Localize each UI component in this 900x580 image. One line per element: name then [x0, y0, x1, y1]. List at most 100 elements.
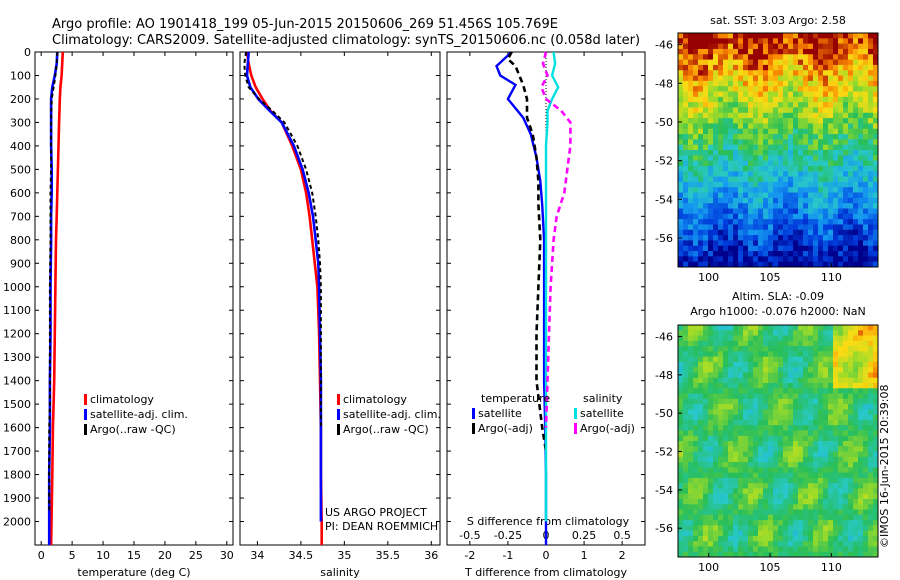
map-cell — [758, 535, 764, 542]
map-cell — [843, 33, 849, 39]
map-cell — [853, 219, 859, 225]
map-cell — [703, 541, 709, 547]
map-cell — [843, 245, 849, 252]
map-cell — [723, 483, 729, 489]
map-cell — [748, 261, 754, 268]
map-cell — [698, 165, 704, 172]
map-cell — [758, 430, 764, 437]
map-cell — [873, 75, 879, 82]
map-cell — [798, 467, 804, 474]
map-cell — [748, 86, 754, 92]
salinity-argo-line — [243, 51, 322, 428]
map-cell — [858, 160, 864, 167]
map-cell — [838, 330, 844, 337]
map-cell — [718, 435, 724, 442]
map-cell — [863, 493, 869, 500]
map-cell — [853, 86, 859, 92]
map-cell — [768, 139, 774, 146]
map-cell — [868, 112, 874, 119]
map-cell — [728, 383, 734, 389]
map-cell — [828, 462, 834, 468]
map-cell — [803, 551, 809, 558]
map-cell — [728, 176, 734, 183]
map-cell — [683, 451, 689, 458]
map-cell — [678, 123, 684, 130]
map-cell — [868, 456, 874, 463]
map-cell — [768, 351, 774, 358]
map-cell — [788, 404, 794, 410]
map-cell — [703, 430, 709, 437]
map-cell — [703, 325, 709, 331]
map-cell — [803, 477, 809, 484]
map-cell — [793, 419, 799, 426]
map-cell — [793, 451, 799, 458]
map-cell — [873, 203, 879, 209]
map-cell — [823, 165, 829, 172]
map-cell — [778, 419, 784, 426]
map-cell — [823, 128, 829, 135]
map-cell — [863, 488, 869, 495]
map-cell — [733, 213, 739, 220]
map-cell — [738, 372, 744, 379]
map-cell — [873, 256, 879, 263]
map-cell — [748, 33, 754, 39]
map-cell — [723, 514, 729, 521]
map-cell — [788, 351, 794, 358]
map-cell — [833, 203, 839, 209]
map-cell — [873, 171, 879, 178]
map-cell — [793, 235, 799, 241]
map-cell — [698, 404, 704, 410]
map-cell — [833, 144, 839, 151]
map-cell — [818, 96, 824, 103]
map-cell — [818, 48, 824, 55]
map-cell — [853, 472, 859, 479]
map-cell — [713, 91, 719, 98]
map-cell — [718, 483, 724, 489]
map-cell — [793, 128, 799, 135]
map-cell — [798, 165, 804, 172]
map-cell — [818, 351, 824, 358]
map-cell — [753, 235, 759, 241]
map-cell — [863, 425, 869, 431]
map-cell — [753, 546, 759, 553]
map-cell — [863, 330, 869, 337]
map-cell — [753, 80, 759, 87]
map-cell — [748, 134, 754, 140]
map-cell — [868, 493, 874, 500]
map-cell — [728, 435, 734, 442]
map-cell — [858, 75, 864, 82]
map-cell — [678, 383, 684, 389]
map-cell — [833, 91, 839, 98]
map-cell — [843, 530, 849, 537]
map-cell — [743, 346, 749, 352]
map-cell — [858, 462, 864, 468]
map-cell — [743, 361, 749, 368]
map-cell — [838, 346, 844, 352]
map-cell — [863, 483, 869, 489]
map-cell — [803, 330, 809, 337]
map-cell — [788, 54, 794, 61]
map-cell — [793, 245, 799, 252]
map-cell — [798, 346, 804, 352]
map-cell — [693, 213, 699, 220]
map-cell — [863, 123, 869, 130]
map-cell — [828, 546, 834, 553]
map-cell — [868, 541, 874, 547]
map-cell — [803, 483, 809, 489]
map-cell — [733, 372, 739, 379]
map-cell — [693, 330, 699, 337]
map-cell — [748, 165, 754, 172]
map-cell — [738, 54, 744, 61]
map-cell — [683, 229, 689, 236]
map-cell — [773, 346, 779, 352]
map-cell — [848, 70, 854, 77]
map-cell — [793, 64, 799, 71]
map-cell — [808, 335, 814, 342]
map-cell — [693, 356, 699, 363]
map-cell — [838, 208, 844, 215]
map-cell — [713, 330, 719, 337]
map-cell — [748, 383, 754, 389]
map-cell — [868, 351, 874, 358]
map-cell — [848, 451, 854, 458]
map-cell — [713, 541, 719, 547]
